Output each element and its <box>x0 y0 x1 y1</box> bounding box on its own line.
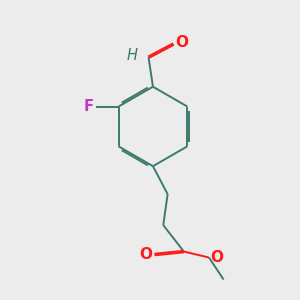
Text: O: O <box>139 247 152 262</box>
Text: O: O <box>211 250 224 265</box>
Text: F: F <box>83 99 93 114</box>
Text: H: H <box>127 48 138 63</box>
Text: O: O <box>175 35 188 50</box>
